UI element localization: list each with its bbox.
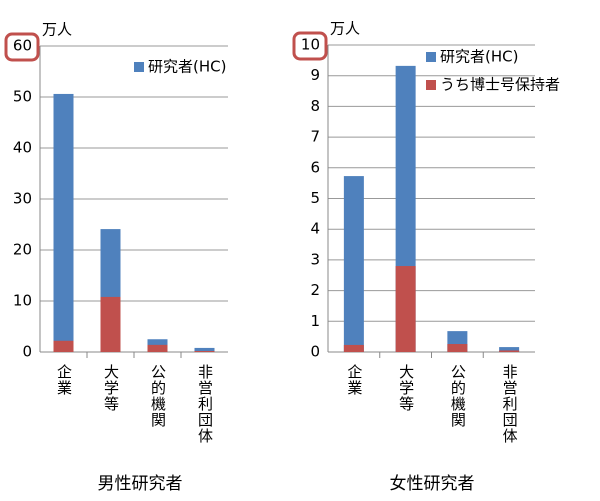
y-tick-label: 3	[310, 250, 320, 268]
x-tick-label: 大学等	[397, 364, 415, 412]
bar	[447, 344, 468, 352]
x-tick-label: 公的機関	[449, 364, 467, 428]
x-tick-label: 大学等	[102, 364, 120, 412]
y-tick-label: 4	[310, 220, 320, 238]
y-tick-label: 50	[13, 88, 32, 106]
y-tick-label: 1	[310, 312, 320, 330]
legend-label: 研究者(HC)	[440, 48, 518, 66]
x-tick-label: 企業	[55, 363, 73, 396]
legend-swatch	[426, 80, 436, 90]
chart-title: 男性研究者	[98, 474, 183, 494]
y-tick-label: 0	[310, 343, 320, 361]
bar	[343, 344, 364, 352]
legend-swatch	[134, 62, 144, 72]
y-tick-label: 10	[13, 292, 32, 310]
bar	[499, 347, 520, 352]
x-tick-label: 公的機関	[149, 364, 167, 428]
bar	[343, 176, 364, 352]
y-tick-label: 7	[310, 128, 320, 146]
bar	[100, 296, 121, 352]
bar	[147, 344, 168, 352]
y-tick-label: 8	[310, 97, 320, 115]
highlight-box	[4, 32, 40, 62]
unit-label: 万人	[330, 20, 360, 38]
legend-label: 研究者(HC)	[148, 58, 226, 76]
legend-swatch	[426, 52, 436, 62]
legend-label: うち博士号保持者	[440, 76, 560, 94]
highlight-box	[292, 31, 328, 61]
y-tick-label: 2	[310, 281, 320, 299]
y-tick-label: 30	[13, 190, 32, 208]
y-tick-label: 20	[13, 241, 32, 259]
bar	[53, 93, 74, 352]
y-tick-label: 5	[310, 189, 320, 207]
y-tick-label: 10	[301, 36, 320, 54]
x-tick-label: 非営利団体	[196, 364, 214, 444]
x-tick-label: 非営利団体	[501, 364, 519, 444]
y-tick-label: 40	[13, 139, 32, 157]
bar	[499, 350, 520, 352]
chart-title: 女性研究者	[390, 474, 475, 494]
y-tick-label: 60	[13, 37, 32, 55]
bar	[194, 347, 215, 352]
unit-label: 万人	[42, 21, 72, 39]
y-tick-label: 6	[310, 158, 320, 176]
bar	[194, 350, 215, 352]
y-tick-label: 9	[310, 66, 320, 84]
bar	[53, 340, 74, 352]
x-tick-label: 企業	[345, 363, 363, 396]
bar	[395, 266, 416, 352]
y-tick-label: 0	[22, 343, 32, 361]
